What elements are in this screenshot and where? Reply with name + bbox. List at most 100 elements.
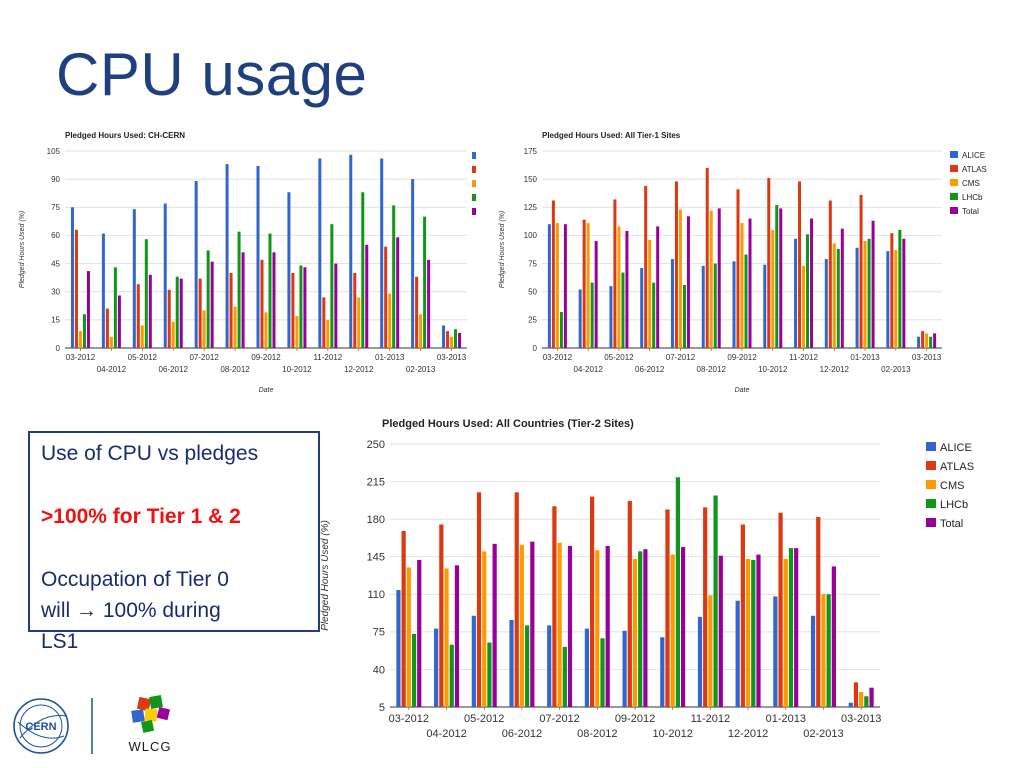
tier1-x-tick-label: 10-2012: [758, 365, 788, 374]
ch-cern-bar-cms: [202, 310, 206, 348]
ch-cern-bar-lhcb: [268, 233, 272, 348]
tier2-bar-alice: [509, 620, 514, 707]
ch-cern-bar-alice: [349, 154, 353, 348]
tier2-x-tick-label: 12-2012: [728, 728, 768, 740]
ch-cern-y-tick-label: 0: [56, 344, 61, 353]
tier2-bar-lhcb: [449, 644, 454, 707]
tier2-bar-total: [869, 687, 874, 707]
tier1-bar-alice: [670, 259, 674, 348]
chart-tier1-svg: Pledged Hours Used: All Tier-1 Sites 0 25 5…: [499, 131, 987, 394]
tier2-legend-label-atlas: ATLAS: [940, 461, 974, 473]
tier2-legend-swatch-cms: [926, 480, 936, 489]
ch-cern-x-tick-label: 05-2012: [128, 353, 158, 362]
ch-cern-bar-total: [365, 244, 369, 348]
tier2-bar-total: [643, 549, 648, 707]
ch-cern-legend-swatch-total: [472, 208, 476, 215]
ch-cern-bar-total: [303, 267, 307, 348]
tier1-bar-total: [656, 226, 660, 348]
ch-cern-bar-atlas: [291, 272, 295, 348]
tier1-bar-total: [810, 218, 814, 348]
tier1-bar-lhcb: [590, 282, 594, 348]
tier1-bar-cms: [709, 210, 713, 348]
tier2-legend-label-total: Total: [940, 518, 963, 530]
tier1-bar-atlas: [705, 167, 709, 348]
tier2-legend-swatch-atlas: [926, 461, 936, 470]
tier2-y-tick-label: 250: [367, 439, 385, 451]
tier1-x-tick-label: 06-2012: [635, 365, 665, 374]
ch-cern-bar-alice: [256, 166, 260, 348]
tier1-legend-swatch-cms: [950, 179, 958, 186]
tier2-bar-cms: [557, 542, 562, 707]
tier1-x-tick-label: 01-2013: [850, 353, 880, 362]
tier2-bar-lhcb: [638, 551, 643, 707]
tier2-legend-label-alice: ALICE: [940, 442, 972, 454]
tier1-bar-lhcb: [775, 205, 779, 348]
ch-cern-y-tick-label: 90: [51, 175, 60, 184]
ch-cern-bar-lhcb: [206, 250, 210, 348]
tier2-bar-lhcb: [788, 548, 794, 707]
tier1-y-tick-label: 50: [528, 288, 537, 297]
tier1-bar-cms: [894, 250, 898, 348]
tier1-bar-atlas: [613, 199, 617, 348]
tier1-x-tick-label: 02-2013: [881, 365, 911, 374]
tier2-bar-alice: [848, 702, 853, 707]
tier1-x-axis-label: Date: [735, 387, 750, 394]
tier2-bar-cms: [859, 691, 864, 707]
tier2-bar-cms: [595, 550, 600, 707]
ch-cern-legend-swatch-cms: [472, 180, 476, 187]
tier2-legend-swatch-total: [926, 518, 936, 527]
tier2-bar-atlas: [590, 496, 595, 707]
tier1-legend-label-lhcb: LHCb: [962, 193, 983, 202]
tier1-legend-swatch-total: [950, 207, 958, 214]
tier1-y-tick-label: 0: [533, 344, 538, 353]
tier2-bar-atlas: [552, 506, 557, 707]
ch-cern-bar-atlas: [353, 272, 357, 348]
tier2-bar-total: [417, 559, 422, 707]
ch-cern-bar-total: [210, 261, 214, 348]
tier1-bar-cms: [678, 209, 682, 348]
tier2-bar-total: [718, 555, 723, 707]
tier1-bar-lhcb: [621, 272, 625, 348]
ch-cern-bar-lhcb: [330, 224, 334, 348]
callout-box: Use of CPU vs pledges >100% for Tier 1 &…: [28, 431, 320, 653]
tier1-bar-lhcb: [559, 311, 563, 348]
tier2-bar-atlas: [401, 530, 406, 707]
tier2-bar-atlas: [514, 492, 519, 707]
ch-cern-bar-cms: [233, 306, 237, 348]
ch-cern-bar-cms: [264, 312, 268, 348]
tier2-bar-lhcb: [562, 646, 567, 707]
tier2-x-tick-label: 06-2012: [502, 728, 542, 740]
tier1-bar-total: [594, 241, 598, 348]
tier1-bar-lhcb: [836, 248, 840, 348]
callout-line-cpu-vs-pledges: Use of CPU vs pledges: [41, 442, 259, 465]
ch-cern-bar-total: [86, 271, 90, 348]
tier1-bar-alice: [824, 259, 828, 348]
ch-cern-bar-total: [179, 278, 183, 348]
tier2-bar-total: [454, 565, 460, 707]
tier2-x-tick-label: 04-2012: [426, 728, 466, 740]
tier1-x-tick-label: 07-2012: [666, 353, 696, 362]
ch-cern-y-tick-label: 105: [47, 147, 61, 156]
tier2-y-tick-label: 215: [367, 476, 385, 488]
tier2-bar-lhcb: [525, 625, 530, 707]
tier2-y-tick-label: 180: [367, 514, 385, 526]
tier2-bar-alice: [547, 625, 552, 707]
tier1-legend-label-alice: ALICE: [962, 151, 985, 160]
tier1-bar-atlas: [736, 189, 740, 348]
ch-cern-bar-lhcb: [113, 267, 117, 348]
ch-cern-x-tick-label: 02-2013: [406, 365, 436, 374]
ch-cern-legend-swatch-alice: [472, 152, 476, 159]
ch-cern-x-tick-label: 08-2012: [220, 365, 250, 374]
ch-cern-bar-cms: [357, 297, 361, 348]
ch-cern-bar-lhcb: [454, 329, 458, 348]
tier2-x-tick-label: 11-2012: [691, 713, 731, 725]
tier1-bar-atlas: [551, 200, 555, 348]
tier1-chart-title: Pledged Hours Used: All Tier-1 Sites: [542, 131, 681, 140]
ch-cern-bar-alice: [101, 233, 105, 348]
tier2-x-tick-label: 07-2012: [539, 713, 579, 725]
tier2-y-axis-label: Pledged Hours Used (%): [320, 520, 331, 631]
tier2-bar-atlas: [816, 516, 821, 707]
tier2-bar-lhcb: [713, 495, 718, 707]
ch-cern-bar-atlas: [167, 289, 171, 348]
tier1-bar-atlas: [828, 200, 832, 348]
